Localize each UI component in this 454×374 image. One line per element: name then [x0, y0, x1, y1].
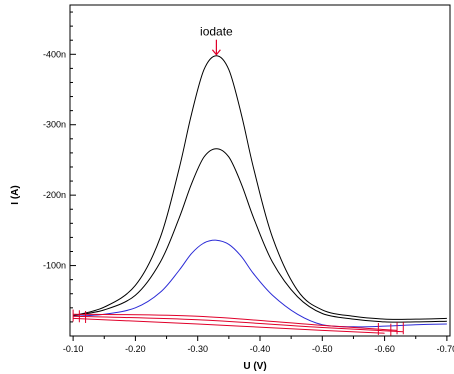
series-line-3	[73, 239, 447, 328]
series-line-5	[73, 315, 404, 333]
series-line-1	[72, 55, 447, 320]
annotation-arrowhead	[211, 49, 221, 56]
x-tick-label: -0.20	[125, 344, 146, 354]
x-tick-label: -0.60	[374, 344, 395, 354]
x-axis-ticks: -0.10 -0.20 -0.30 -0.40 -0.50 -0.60 -0.70	[63, 336, 454, 354]
plot-border	[69, 4, 451, 337]
x-tick-label: -0.50	[312, 344, 333, 354]
y-tick-label: -200n	[43, 190, 66, 200]
baseline-marker-layer	[72, 309, 404, 336]
annotation-iodate-label: iodate	[200, 25, 233, 39]
y-tick-label: -100n	[43, 261, 66, 271]
y-axis-ticks: -100n -200n -300n -400n	[43, 11, 76, 323]
x-tick-label: -0.70	[437, 344, 454, 354]
x-tick-label: -0.10	[63, 344, 84, 354]
series-layer	[72, 55, 447, 334]
x-tick-label: -0.30	[187, 344, 208, 354]
series-line-2	[73, 148, 447, 323]
x-axis-title: U (V)	[243, 361, 266, 372]
series-line-6	[73, 317, 385, 334]
series-line-4	[73, 313, 398, 331]
annotation-layer: iodate	[200, 25, 233, 56]
y-tick-label: -400n	[43, 49, 66, 59]
x-tick-label: -0.40	[250, 344, 271, 354]
y-axis-title: I (A)	[10, 185, 21, 204]
y-tick-label: -300n	[43, 120, 66, 130]
plot-frame	[69, 4, 451, 337]
